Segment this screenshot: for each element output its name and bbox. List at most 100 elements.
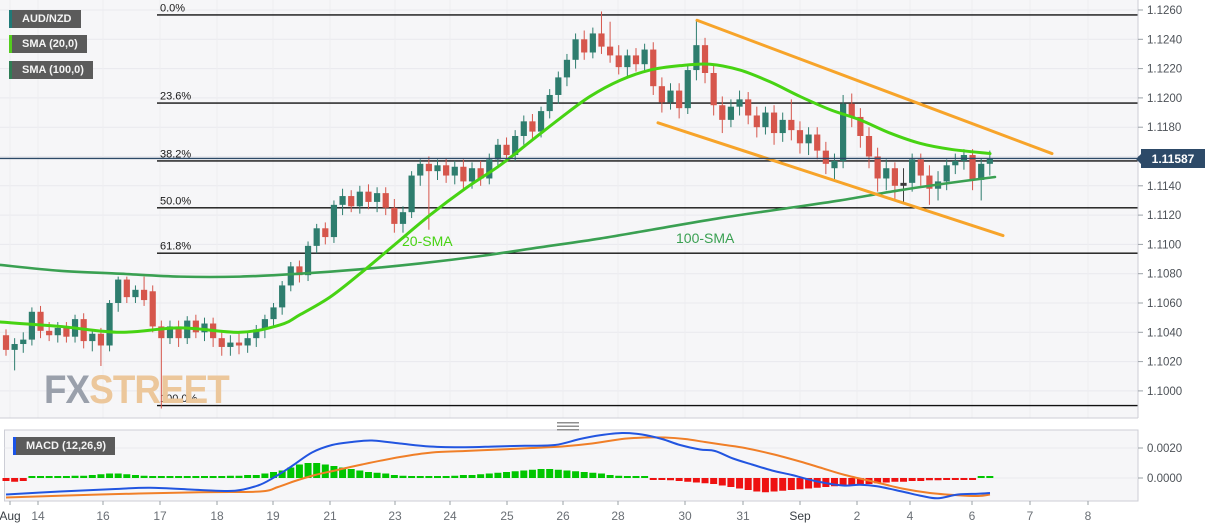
macd-histogram-bar (520, 470, 528, 478)
trend-channel-upper-line (695, 18, 1054, 156)
candle-body (244, 338, 251, 346)
macd-histogram-bar (796, 478, 804, 490)
candle-body (132, 289, 139, 298)
macd-histogram-bar (106, 473, 114, 478)
instrument-badge[interactable]: AUD/NZD (9, 10, 81, 28)
macd-histogram-bar (45, 476, 53, 478)
candle-body (149, 291, 156, 327)
candle-body (451, 166, 458, 176)
time-axis: Aug 14 16 17 18 19 21 23 24 25 26 28 30 31 Sep 2 4 6 7 8 (0, 501, 1092, 523)
watermark-street-text: STREET (89, 368, 230, 412)
macd-histogram-bar (528, 469, 536, 478)
macd-histogram-bar (667, 478, 675, 481)
macd-histogram-bar (364, 472, 372, 478)
candle-body (865, 135, 873, 157)
time-axis-label: 30 (678, 509, 692, 523)
macd-histogram-bar (71, 475, 79, 478)
macd-histogram-bar (511, 471, 519, 478)
macd-histogram-bar (925, 478, 933, 481)
candle-body (2, 335, 10, 350)
macd-histogram-bar (416, 476, 424, 478)
candle-body (166, 326, 174, 339)
macd-histogram-bar (649, 478, 657, 480)
candle-body (555, 77, 562, 95)
candle-body (46, 330, 53, 336)
macd-histogram-bar (80, 475, 88, 478)
macd-histogram-bar (468, 475, 476, 478)
fib-level-label: 100.0% (160, 393, 198, 405)
macd-signal-line (5, 436, 991, 499)
macd-histogram-bar (779, 478, 787, 491)
time-axis-label: 26 (556, 509, 570, 523)
time-axis-label: 18 (210, 509, 224, 523)
candle-body (624, 55, 631, 68)
macd-axis-label: 0.0020 (1147, 443, 1182, 455)
candle-body (546, 94, 553, 112)
candle-body (805, 134, 812, 144)
candlestick-series (2, 11, 993, 409)
price-axis-label: 1.1140 (1147, 181, 1181, 193)
macd-histogram (2, 463, 994, 493)
candle-body (796, 130, 804, 144)
macd-histogram-bar (252, 475, 260, 478)
candle-body (417, 163, 424, 176)
candle-body (598, 33, 605, 47)
macd-color-bar (13, 437, 16, 455)
price-axis-label: 1.1060 (1147, 298, 1182, 310)
macd-histogram-bar (787, 478, 795, 490)
candle-body (287, 266, 294, 286)
macd-histogram-bar (62, 476, 70, 478)
macd-histogram-bar (856, 478, 864, 485)
candle-body (460, 166, 467, 182)
candle-body (676, 90, 683, 109)
sma100-label: SMA (100,0) (22, 64, 84, 76)
macd-histogram-bar (805, 478, 813, 489)
macd-histogram-bar (848, 478, 856, 485)
macd-indicator-badge[interactable]: MACD (12,26,9) (13, 437, 116, 455)
candle-body (512, 135, 519, 156)
candle-body (158, 326, 165, 339)
candle-body (253, 329, 260, 339)
macd-histogram-bar (408, 476, 416, 478)
fib-level-label: 23.6% (160, 91, 191, 103)
candle-body (563, 59, 571, 78)
macd-histogram-bar (563, 470, 571, 478)
macd-histogram-bar (244, 475, 252, 478)
panel-resize-handle-icon[interactable] (557, 422, 579, 431)
macd-histogram-bar (226, 475, 234, 478)
macd-histogram-bar (166, 476, 174, 478)
candle-body (883, 168, 890, 179)
candle-body (175, 326, 182, 339)
candle-body (477, 168, 484, 179)
macd-histogram-bar (900, 478, 908, 482)
last-price-value: 1.11587 (1151, 151, 1195, 166)
last-price-badge: 1.11587 (1136, 149, 1205, 168)
macd-histogram-bar (270, 472, 278, 478)
candle-body (434, 165, 441, 172)
macd-histogram-bar (934, 478, 942, 481)
candle-body (408, 175, 415, 213)
macd-histogram-bar (295, 464, 303, 478)
candle-body (848, 103, 855, 117)
time-axis-label: 23 (388, 509, 402, 523)
candle-body (736, 99, 743, 107)
sma100-chart-annotation: 100-SMA (676, 230, 735, 246)
macd-histogram-bar (882, 478, 890, 483)
macd-histogram-bar (382, 473, 390, 478)
time-axis-label: 14 (31, 509, 45, 523)
candle-body (123, 279, 130, 298)
macd-histogram-bar (960, 478, 968, 480)
macd-histogram-bar (183, 476, 191, 478)
candle-body (581, 39, 588, 53)
macd-histogram-bar (830, 478, 838, 487)
candle-body (218, 338, 225, 347)
macd-histogram-bar (753, 478, 761, 492)
candle-body (840, 103, 847, 161)
macd-histogram-bar (157, 476, 165, 478)
sma100-indicator-badge[interactable]: SMA (100,0) (9, 61, 93, 79)
trend-channel-lower-line (656, 121, 1005, 238)
sma20-indicator-badge[interactable]: SMA (20,0) (9, 35, 87, 53)
macd-histogram-bar (131, 475, 139, 478)
macd-histogram-bar (425, 476, 433, 478)
